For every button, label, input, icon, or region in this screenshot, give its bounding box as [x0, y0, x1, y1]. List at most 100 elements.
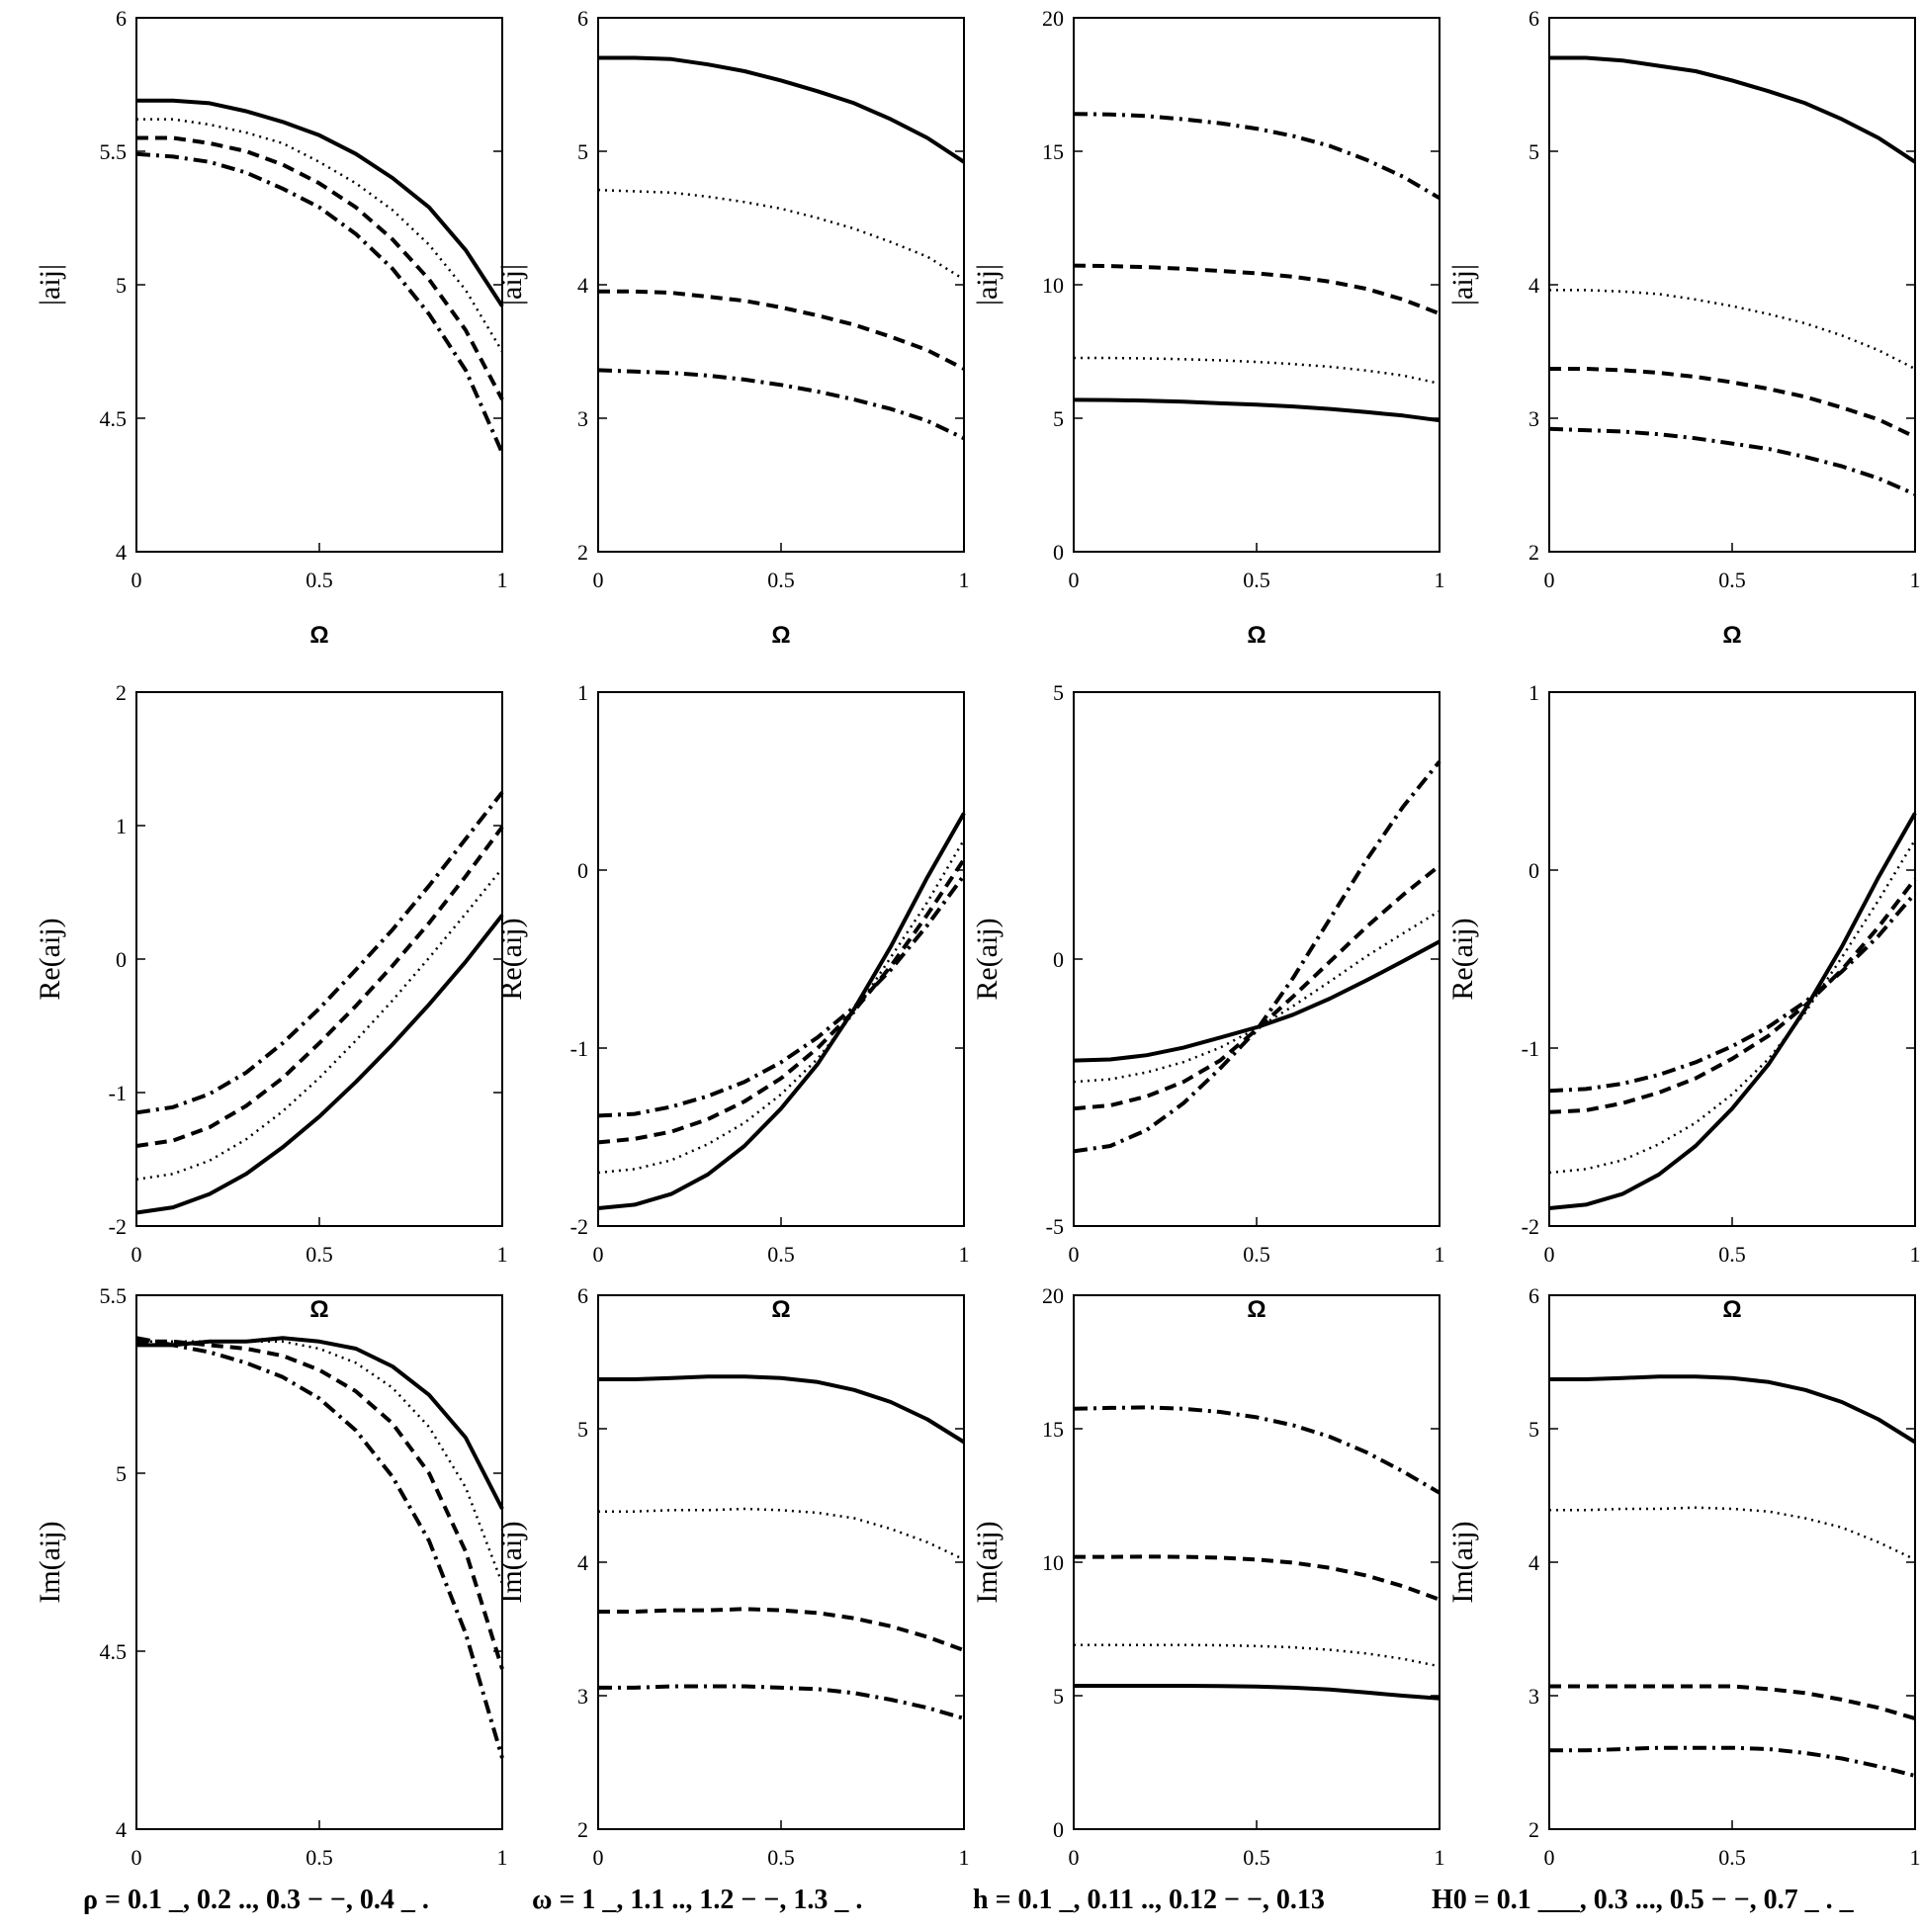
- y-tick-label: 5: [1053, 1684, 1064, 1709]
- series-line-solid: [1073, 397, 1441, 423]
- y-tick-label: -2: [109, 1214, 127, 1239]
- chart-im-omega: 2 3 4 5 6 0 0.5 1 Ω Im(aij): [495, 1283, 970, 1870]
- x-tick-label: 1: [1435, 1242, 1445, 1267]
- y-tick-label: 20: [1042, 6, 1064, 31]
- x-tick-label: 0: [593, 1845, 604, 1870]
- y-axis-label: |aij|: [34, 264, 66, 306]
- y-tick-label: 0: [116, 947, 127, 972]
- x-tick-label: 0.5: [767, 568, 795, 592]
- x-tick-label: 0.5: [306, 568, 333, 592]
- y-tick-label: 2: [1528, 1817, 1539, 1842]
- plot-frame: [1073, 17, 1441, 553]
- x-tick-label: 1: [497, 1845, 508, 1870]
- series-line-dashdot: [598, 1684, 965, 1720]
- plot-frame: [135, 691, 503, 1227]
- plot-frame: [1548, 17, 1916, 553]
- plot-frame: [597, 691, 965, 1227]
- series-line-dashed: [1073, 863, 1441, 1111]
- series-line-dashed: [1549, 1684, 1916, 1720]
- y-axis-label: Re(aij): [34, 918, 66, 1000]
- x-tick-label: 0: [1544, 1242, 1555, 1267]
- y-tick-label: 0: [577, 858, 588, 883]
- series-line-solid: [136, 1336, 504, 1510]
- series-line-dotted: [136, 1340, 504, 1585]
- series-line-dashdot: [1073, 112, 1441, 201]
- series-line-solid: [598, 1374, 966, 1445]
- plot-frame: [135, 17, 503, 553]
- y-axis-label: Im(aij): [971, 1521, 1004, 1603]
- plot-frame: [1548, 691, 1916, 1227]
- y-tick-label: 5: [1053, 680, 1064, 705]
- series-line-dotted: [597, 838, 966, 1175]
- x-tick-label: 0: [593, 568, 604, 592]
- series-line-dashdot: [1073, 1405, 1441, 1495]
- x-tick-label: 0: [131, 1242, 142, 1267]
- series-line-dotted: [597, 188, 965, 281]
- y-tick-label: 5: [1528, 139, 1539, 164]
- legend-h: h = 0.1 _, 0.11 .., 0.12 − −, 0.13: [973, 1885, 1325, 1915]
- legend-omega: ω = 1 _, 1.1 .., 1.2 − −, 1.3 _ .: [532, 1885, 863, 1915]
- y-tick-label: 5: [116, 273, 127, 298]
- y-tick-label: -1: [570, 1036, 588, 1061]
- plot-frame: [135, 1294, 503, 1830]
- y-tick-label: -5: [1046, 1214, 1064, 1239]
- x-tick-label: 0: [1544, 1845, 1555, 1870]
- x-tick-label: 0.5: [1243, 1845, 1270, 1870]
- y-tick-label: -2: [570, 1214, 588, 1239]
- series-line-dotted: [1549, 1506, 1916, 1561]
- series-line-dashdot: [135, 1336, 504, 1759]
- series-line-solid: [135, 914, 504, 1215]
- series-line-dashed: [597, 858, 966, 1145]
- y-tick-label: 4: [116, 1817, 127, 1842]
- series-line-solid: [597, 812, 966, 1210]
- legend-rho: ρ = 0.1 _, 0.2 .., 0.3 − −, 0.4 _ .: [83, 1885, 429, 1915]
- x-tick-label: 1: [1435, 1845, 1445, 1870]
- series-line-dashdot: [1548, 892, 1917, 1094]
- x-tick-label: 0: [1544, 568, 1555, 592]
- y-tick-label: 6: [1528, 6, 1539, 31]
- legend-row: ρ = 0.1 _, 0.2 .., 0.3 − −, 0.4 _ . ω = …: [0, 1879, 1921, 1932]
- x-axis-label: Ω: [309, 1296, 328, 1323]
- x-tick-label: 1: [959, 568, 970, 592]
- plot-frame: [597, 1294, 965, 1830]
- plot-frame: [1073, 691, 1441, 1227]
- series-line-dashed: [598, 1607, 965, 1652]
- x-tick-label: 1: [1910, 1845, 1921, 1870]
- y-tick-label: 2: [577, 540, 588, 565]
- y-tick-label: 2: [577, 1817, 588, 1842]
- x-tick-label: 0.5: [767, 1242, 795, 1267]
- series-line-dashdot: [1073, 759, 1441, 1154]
- chart-re-omega: -2 -1 0 1 0 0.5 1 Ω Re(aij): [495, 680, 970, 1323]
- x-tick-label: 0: [593, 1242, 604, 1267]
- x-axis-label: Ω: [771, 1296, 790, 1323]
- y-tick-label: 20: [1042, 1283, 1064, 1308]
- series-line-dotted: [135, 867, 503, 1182]
- series-line-dashed: [136, 135, 504, 401]
- y-tick-label: 5: [577, 1417, 588, 1442]
- x-tick-label: 0.5: [1718, 1242, 1746, 1267]
- x-tick-label: 0: [131, 568, 142, 592]
- y-tick-label: 5: [577, 139, 588, 164]
- x-tick-label: 0: [1069, 1845, 1080, 1870]
- series-line-dashed: [1548, 877, 1917, 1114]
- x-tick-label: 0.5: [306, 1242, 333, 1267]
- x-tick-label: 1: [959, 1242, 970, 1267]
- series-line-dotted: [1549, 289, 1916, 371]
- y-tick-label: 3: [577, 1684, 588, 1709]
- series-line-dashed: [1074, 1554, 1441, 1602]
- series-line-solid: [1074, 1684, 1441, 1701]
- y-tick-label: 4: [1528, 1550, 1539, 1575]
- series-line-dotted: [1548, 838, 1917, 1175]
- x-tick-label: 0.5: [1243, 1242, 1270, 1267]
- series-line-dashdot: [135, 791, 504, 1115]
- y-axis-label: Re(aij): [1446, 918, 1479, 1000]
- y-tick-label: 10: [1042, 273, 1064, 298]
- y-tick-label: -2: [1522, 1214, 1539, 1239]
- y-tick-label: 3: [1528, 406, 1539, 431]
- x-tick-label: 0: [1069, 1242, 1080, 1267]
- series-line-dotted: [598, 1507, 965, 1561]
- series-line-solid: [598, 55, 966, 164]
- y-tick-label: 4: [577, 1550, 588, 1575]
- y-tick-label: 0: [1528, 858, 1539, 883]
- y-tick-label: 1: [577, 680, 588, 705]
